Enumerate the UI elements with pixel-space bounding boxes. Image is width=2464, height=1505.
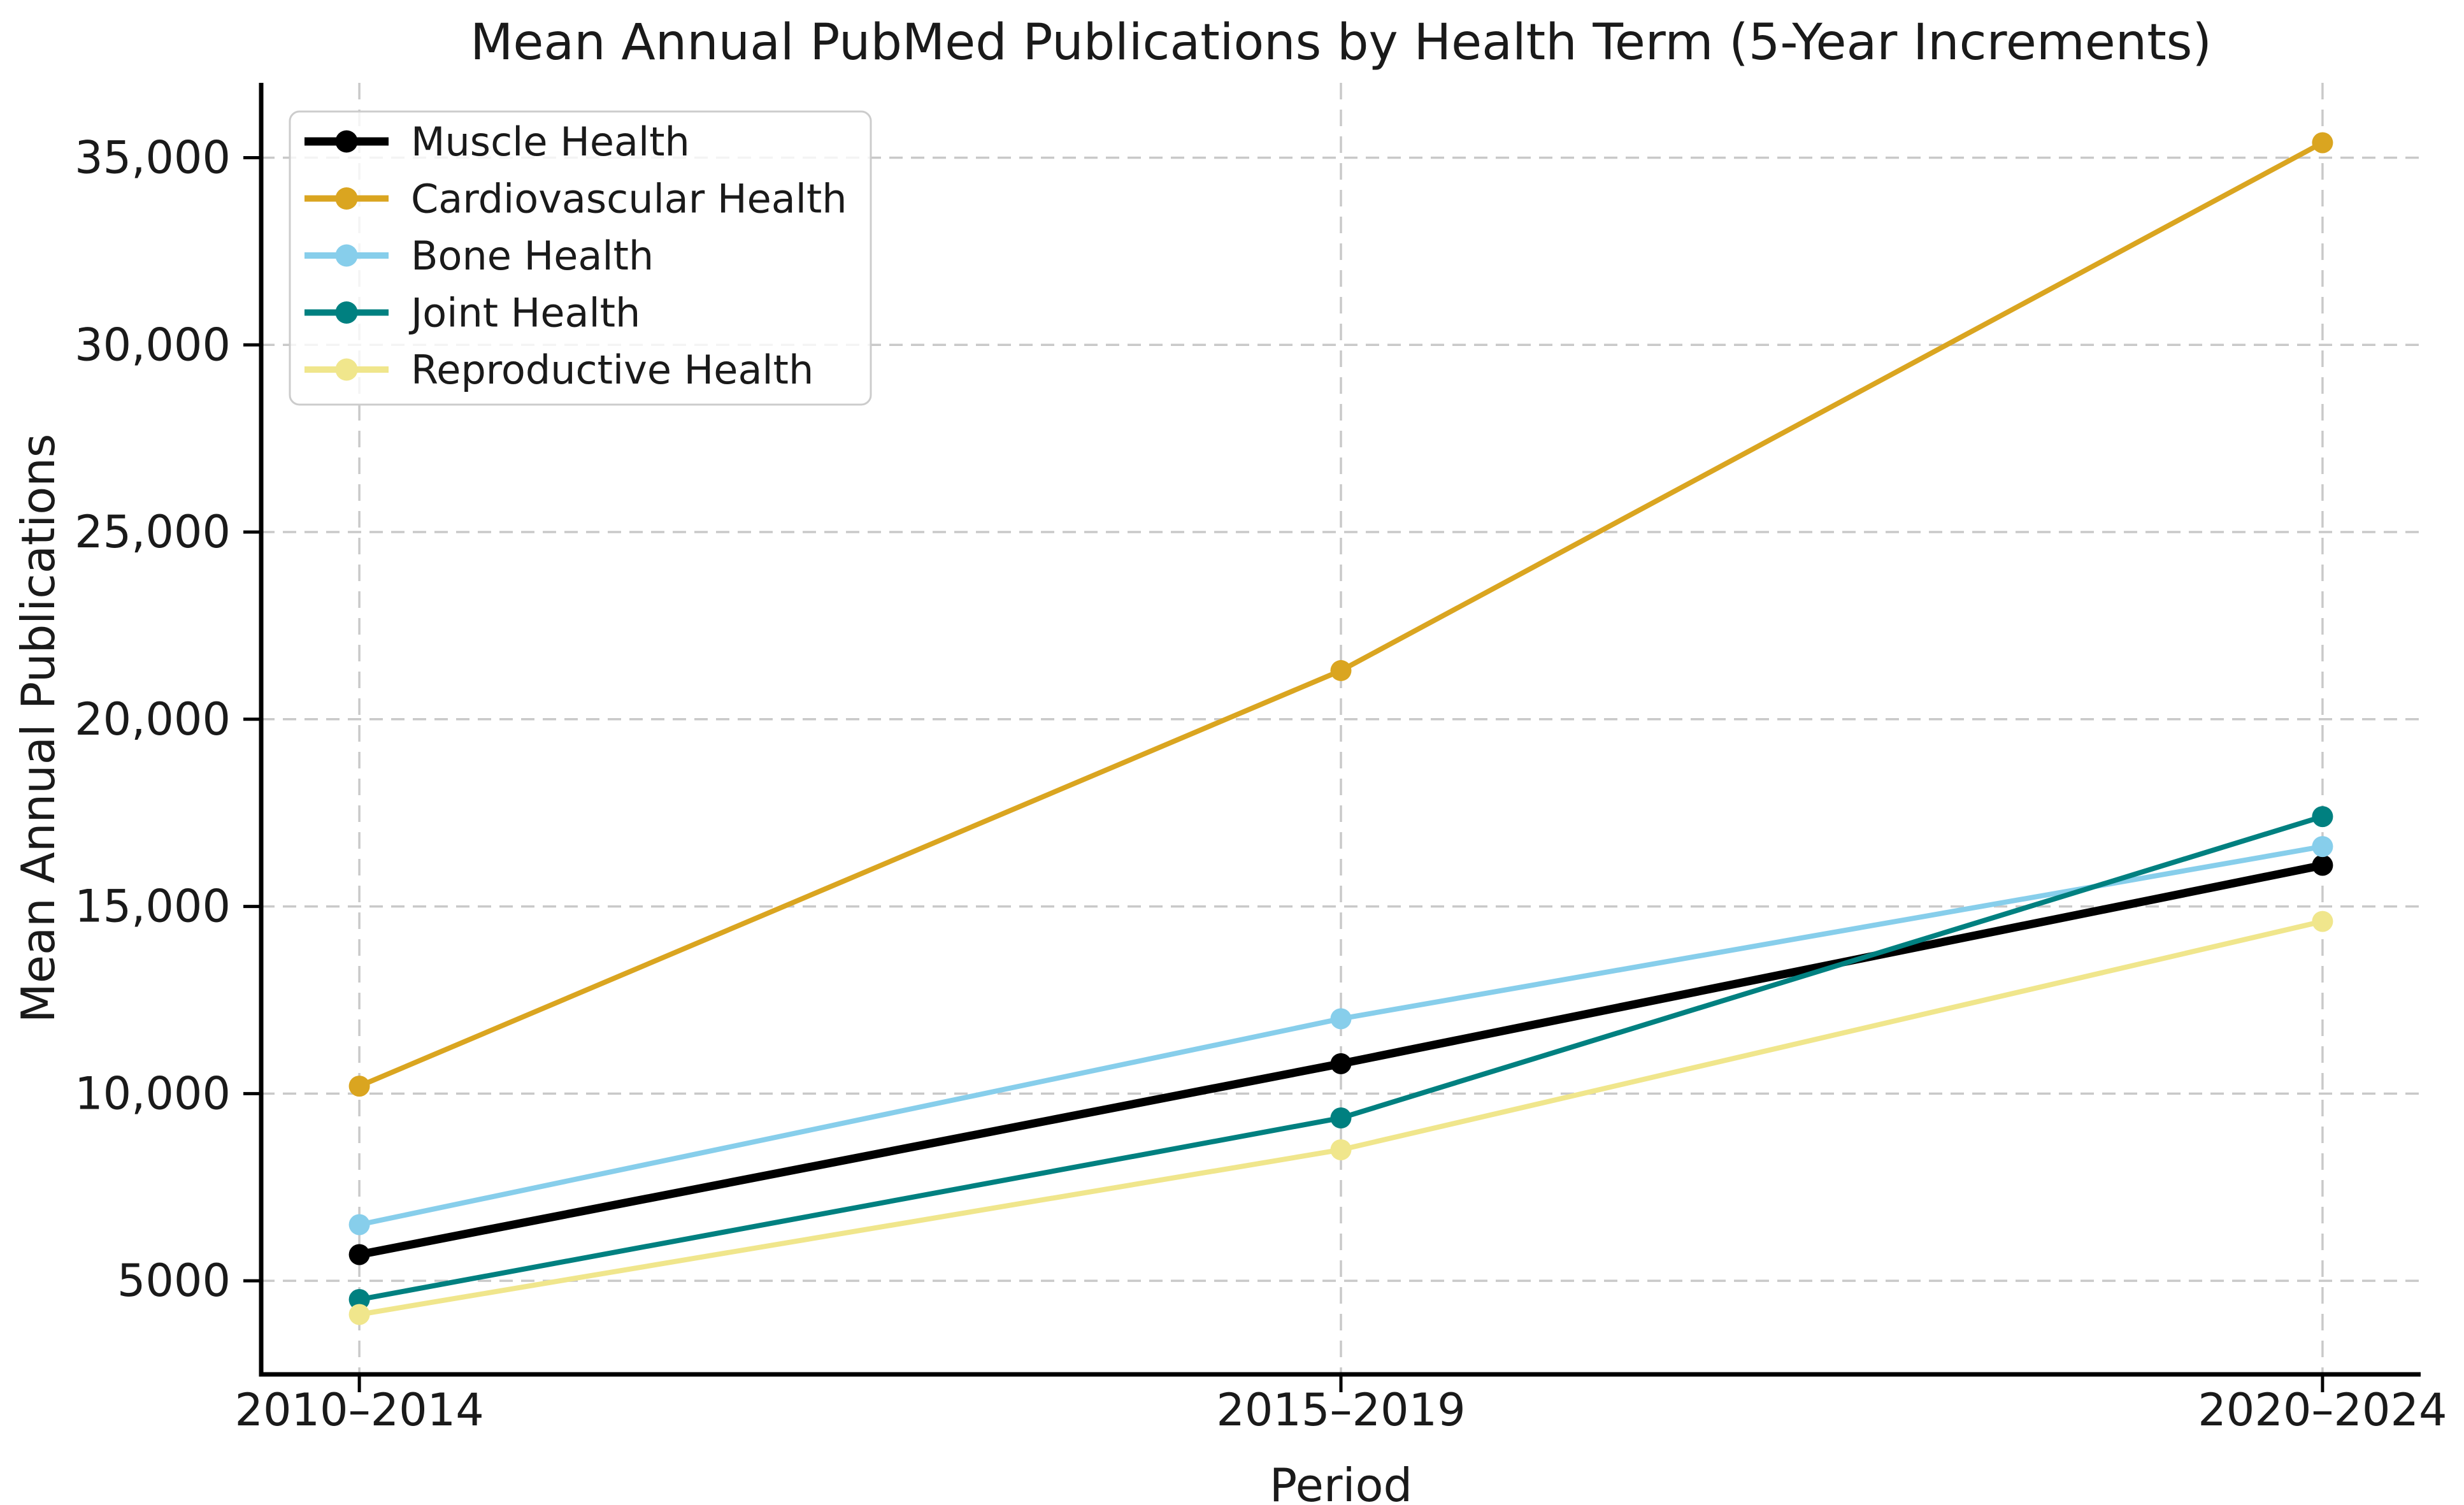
data-point-reproductive-health-2 (2312, 911, 2333, 932)
y-tick-label-35000: 35,000 (75, 132, 231, 184)
y-tick-label-25000: 25,000 (75, 506, 231, 558)
legend-label-muscle-health: Muscle Health (411, 119, 690, 165)
data-point-muscle-health-0 (348, 1244, 370, 1265)
data-point-bone-health-1 (1330, 1008, 1352, 1030)
legend: Muscle Health Cardiovascular Health Bone H… (289, 110, 872, 406)
chart-title: Mean Annual PubMed Publications by Healt… (470, 14, 2212, 71)
legend-item-cardiovascular-health: Cardiovascular Health (304, 176, 847, 222)
y-axis-label: Mean Annual Publications (11, 434, 65, 1023)
y-tick-label-30000: 30,000 (75, 319, 231, 371)
x-tick-label-2: 2020–2024 (2198, 1384, 2447, 1436)
data-point-reproductive-health-1 (1330, 1139, 1352, 1160)
legend-item-reproductive-health: Reproductive Health (304, 347, 813, 393)
data-point-muscle-health-2 (2312, 854, 2333, 876)
data-point-joint-health-2 (2312, 806, 2333, 828)
data-point-joint-health-1 (1330, 1107, 1352, 1129)
data-point-bone-health-0 (348, 1214, 370, 1235)
data-point-joint-health-0 (348, 1288, 370, 1310)
legend-label-bone-health: Bone Health (411, 233, 654, 279)
series-layer (348, 132, 2333, 1325)
legend-marker-muscle-health (335, 130, 358, 153)
y-tick-label-5000: 5000 (117, 1255, 231, 1307)
data-point-cardiovascular-health-1 (1330, 659, 1352, 681)
legend-label-reproductive-health: Reproductive Health (411, 347, 813, 393)
data-point-reproductive-health-0 (348, 1304, 370, 1325)
x-tick-label-0: 2010–2014 (234, 1384, 483, 1436)
x-tick-label-1: 2015–2019 (1216, 1384, 1465, 1436)
legend-marker-cardiovascular-health (335, 187, 358, 210)
legend-marker-bone-health (335, 244, 358, 267)
x-axis-label: Period (1270, 1458, 1413, 1505)
legend-item-joint-health: Joint Health (304, 290, 640, 336)
legend-item-muscle-health: Muscle Health (304, 119, 690, 165)
legend-label-joint-health: Joint Health (408, 290, 640, 336)
y-tick-label-20000: 20,000 (75, 693, 231, 745)
legend-label-cardiovascular-health: Cardiovascular Health (411, 176, 847, 222)
legend-box (289, 110, 872, 406)
legend-marker-joint-health (335, 301, 358, 324)
y-tick-label-15000: 15,000 (75, 881, 231, 933)
y-tick-label-10000: 10,000 (75, 1067, 231, 1120)
data-point-cardiovascular-health-0 (348, 1076, 370, 1097)
legend-item-bone-health: Bone Health (304, 233, 654, 279)
legend-marker-reproductive-health (335, 358, 358, 381)
data-point-cardiovascular-health-2 (2312, 132, 2333, 154)
data-point-bone-health-2 (2312, 836, 2333, 858)
axes-layer: 5000 10,000 15,000 20,000 25,000 30,000 35,000… (75, 83, 2447, 1436)
data-point-muscle-health-1 (1330, 1053, 1352, 1074)
